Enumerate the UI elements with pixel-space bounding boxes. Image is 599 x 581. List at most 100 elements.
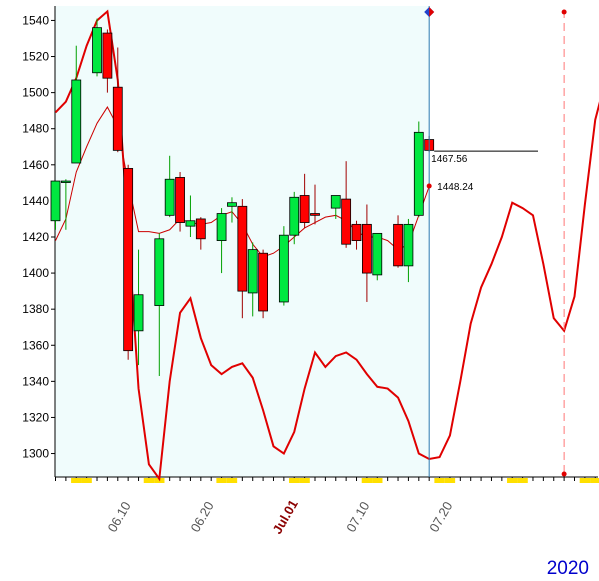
- y-tick-label: 1420: [22, 230, 49, 244]
- candle-body: [413, 131, 424, 216]
- x-tick-label: Jul.01: [269, 497, 300, 536]
- candle-body: [341, 198, 352, 245]
- candle: [102, 29, 113, 93]
- weekend-marker: [434, 478, 445, 483]
- weekend-marker: [517, 478, 528, 483]
- candle: [112, 47, 123, 153]
- markers: [424, 6, 567, 477]
- weekend-marker: [372, 478, 383, 483]
- candle-body: [278, 234, 289, 303]
- candle-body: [247, 249, 258, 294]
- candle: [60, 179, 71, 230]
- weekend-marker: [289, 478, 300, 483]
- candle: [50, 180, 61, 230]
- y-tick-label: 1460: [22, 158, 49, 172]
- candle-body: [133, 294, 144, 332]
- candle: [92, 18, 102, 77]
- weekend-marker: [226, 478, 238, 483]
- candle: [403, 218, 414, 283]
- candle: [133, 249, 144, 366]
- candle-body: [164, 178, 175, 216]
- candle-body: [310, 213, 320, 216]
- weekend-marker: [216, 478, 227, 483]
- candle-body: [372, 232, 383, 276]
- y-tick-label: 1320: [22, 410, 49, 424]
- candle-body: [92, 27, 102, 74]
- candle-body: [289, 196, 300, 236]
- candle-body: [154, 238, 165, 306]
- x-tick-label: 06.20: [187, 499, 216, 535]
- weekend-marker: [579, 478, 591, 483]
- y-tick-label: 1380: [22, 302, 49, 316]
- weekend-marker: [507, 478, 518, 483]
- oscillator-series: [54, 9, 599, 482]
- x-tick-label: 07.10: [343, 499, 372, 535]
- y-tick-label: 1360: [22, 338, 49, 352]
- y-axis: 1300 1320 1340 1360 1380 1400 1420 1440 1460 1480…: [22, 6, 56, 477]
- candle-body: [185, 220, 196, 227]
- candle-body: [361, 223, 372, 274]
- x-tick-label: 06.10: [104, 499, 133, 535]
- candle: [123, 164, 134, 360]
- x-axis: 06.10 06.20 Jul.01 07.10 07.20: [55, 476, 599, 536]
- y-tick-label: 1440: [22, 194, 49, 208]
- candle-body: [112, 86, 123, 151]
- candle: [227, 197, 237, 223]
- candle: [216, 208, 227, 274]
- candle: [195, 217, 206, 250]
- candle: [185, 195, 196, 237]
- weekend-marker: [299, 478, 310, 483]
- candle-body: [393, 223, 403, 267]
- weekend-marker: [143, 478, 155, 483]
- candle-body: [258, 252, 269, 312]
- weekend-marker: [81, 478, 92, 483]
- candle-body: [71, 79, 82, 164]
- candle: [154, 233, 165, 376]
- y-tick-label: 1520: [22, 50, 49, 64]
- candle-body: [123, 168, 134, 352]
- candle: [361, 204, 372, 302]
- current-diamond-half: [429, 7, 435, 17]
- candle: [372, 232, 383, 281]
- candle: [351, 220, 362, 250]
- candle: [310, 184, 320, 225]
- weekend-marker: [71, 478, 82, 483]
- ma-value-label: 1448.24: [437, 182, 474, 193]
- forecast-bottom-dot: [561, 471, 567, 477]
- candle: [299, 173, 310, 228]
- candle: [237, 199, 248, 319]
- candle: [247, 242, 258, 317]
- candle-body: [330, 195, 341, 209]
- candle: [289, 191, 300, 245]
- candle-body: [351, 223, 362, 241]
- candle-body: [175, 177, 185, 223]
- candle: [164, 155, 175, 218]
- weekend-marker: [361, 478, 373, 483]
- candle: [393, 215, 403, 268]
- y-tick-label: 1540: [22, 13, 49, 27]
- candle-body: [403, 223, 414, 267]
- candle: [341, 161, 352, 248]
- weekend-marker: [444, 478, 456, 483]
- ma-value-dot: [426, 183, 432, 189]
- candle: [330, 195, 341, 219]
- year-label: 2020: [546, 558, 589, 579]
- y-tick-label: 1500: [22, 86, 49, 100]
- candle-body: [50, 180, 61, 222]
- candle-body: [195, 218, 206, 240]
- y-tick-label: 1340: [22, 374, 49, 388]
- candle-body: [60, 180, 71, 183]
- oscillator-line: [54, 9, 599, 482]
- candle-body: [102, 32, 113, 79]
- candle: [278, 226, 289, 306]
- y-tick-label: 1300: [22, 447, 49, 461]
- candle-body: [237, 205, 248, 292]
- y-tick-label: 1480: [22, 122, 49, 136]
- candle: [175, 172, 185, 232]
- forecast-top-dot: [561, 9, 567, 15]
- candle: [71, 45, 82, 164]
- candle: [413, 121, 424, 218]
- candle-body: [216, 213, 227, 241]
- x-tick-label: 07.20: [426, 499, 455, 535]
